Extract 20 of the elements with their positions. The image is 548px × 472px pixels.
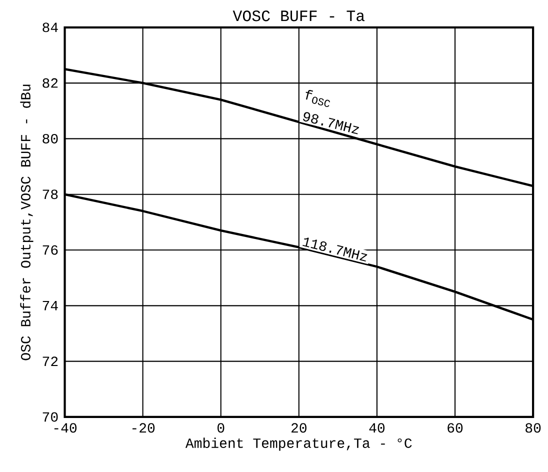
y-tick-label: 74 — [42, 301, 58, 310]
x-axis-title: Ambient Temperature,Ta - °C — [185, 438, 412, 451]
y-tick-label: 78 — [42, 190, 58, 200]
x-tick-label: 0 — [218, 423, 224, 433]
x-tick-label: -20 — [132, 423, 155, 433]
x-tick-label: 80 — [526, 423, 541, 433]
x-tick-label: -40 — [54, 423, 77, 433]
y-tick-label: 84 — [42, 22, 58, 32]
chart-title: VOSC BUFF - Ta — [232, 10, 365, 22]
y-axis-title: OSC Buffer Output,VOSC BUFF - dBu — [20, 84, 34, 360]
y-tick-label: 80 — [42, 134, 58, 144]
x-tick-label: 60 — [448, 423, 463, 433]
y-tick-label: 72 — [42, 356, 58, 366]
y-tick-label: 70 — [42, 412, 58, 422]
y-tick-label: 76 — [42, 245, 58, 255]
x-tick-label: 40 — [369, 423, 385, 433]
y-tick-label: 82 — [42, 78, 58, 88]
annotation: f$_{OSC}$ — [306, 90, 330, 108]
x-tick-label: 20 — [292, 423, 306, 433]
text: 98.7MHz — [303, 112, 360, 134]
